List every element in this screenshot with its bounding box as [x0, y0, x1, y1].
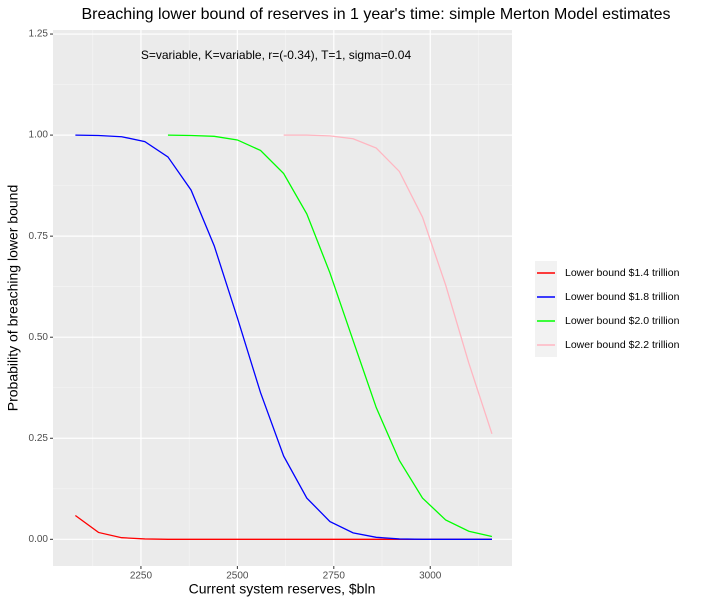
legend-label: Lower bound $1.4 trillion — [565, 267, 680, 279]
x-tick-label: 2750 — [323, 571, 346, 582]
x-tick-label: 2250 — [130, 571, 153, 582]
annotation: S=variable, K=variable, r=(-0.34), T=1, … — [141, 48, 412, 62]
y-tick-label: 0.00 — [29, 534, 49, 545]
y-tick-label: 0.75 — [29, 231, 49, 242]
y-tick-label: 0.50 — [29, 332, 49, 343]
y-tick-label: 0.25 — [29, 433, 49, 444]
y-tick-label: 1.00 — [29, 130, 49, 141]
x-tick-label: 2500 — [226, 571, 249, 582]
series-line — [167, 134, 493, 538]
series-line — [75, 134, 492, 540]
chart-title: Breaching lower bound of reserves in 1 y… — [81, 6, 670, 23]
y-axis-title: Probability of breaching lower bound — [5, 185, 21, 411]
x-tick-label: 3000 — [419, 571, 442, 582]
legend-label: Lower bound $2.2 trillion — [565, 339, 680, 351]
plot-background — [53, 30, 512, 566]
legend-label: Lower bound $2.0 trillion — [565, 315, 680, 327]
x-axis-title: Current system reserves, $bln — [189, 581, 376, 597]
legend-label: Lower bound $1.8 trillion — [565, 291, 680, 303]
y-tick-label: 1.25 — [29, 29, 49, 40]
series-line — [283, 134, 493, 435]
